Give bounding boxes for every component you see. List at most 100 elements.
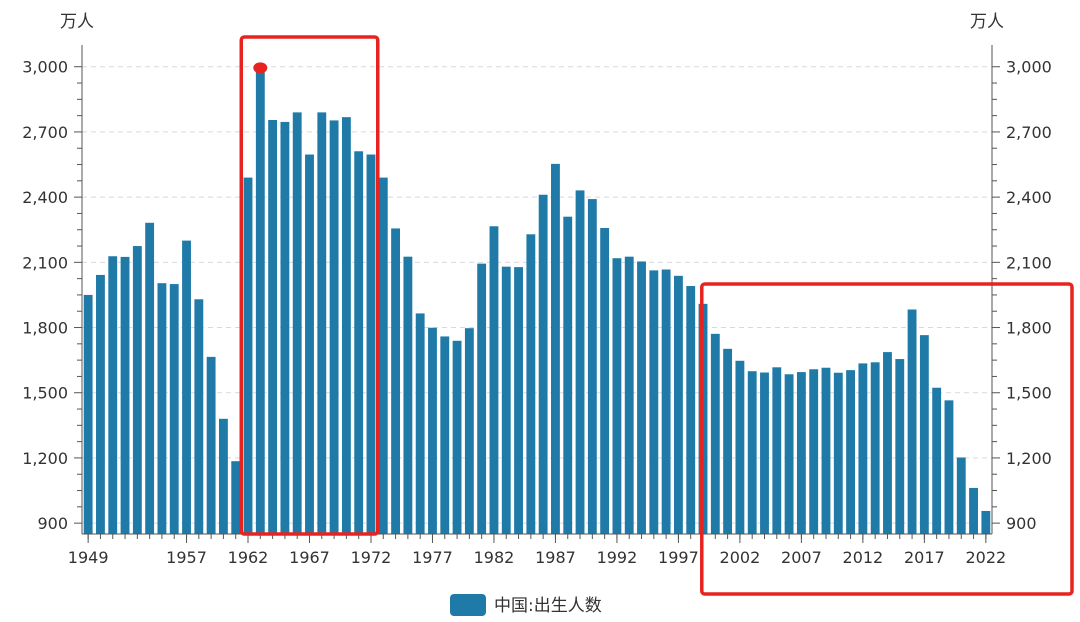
bar-1952[interactable] — [120, 256, 130, 534]
bar-1965[interactable] — [280, 121, 290, 534]
bar-1979[interactable] — [452, 340, 462, 534]
bar-1969[interactable] — [329, 120, 339, 534]
bar-1975[interactable] — [403, 256, 413, 534]
y-tick-label-right: 900 — [1006, 514, 1037, 533]
bar-2022[interactable] — [981, 510, 991, 534]
y-tick-label-right: 2,700 — [1006, 123, 1052, 142]
y-tick-label-left: 1,800 — [22, 319, 68, 338]
bar-1958[interactable] — [194, 299, 204, 534]
bar-1990[interactable] — [587, 199, 597, 534]
bar-1992[interactable] — [612, 258, 622, 534]
bar-1978[interactable] — [440, 336, 450, 534]
bar-1986[interactable] — [538, 194, 548, 534]
bar-1961[interactable] — [231, 461, 241, 534]
bar-1984[interactable] — [514, 267, 523, 534]
legend-label: 中国:出生人数 — [494, 596, 602, 616]
bar-1987[interactable] — [551, 163, 560, 534]
bar-1995[interactable] — [649, 270, 659, 534]
bar-1980[interactable] — [464, 328, 474, 534]
bar-1960[interactable] — [218, 418, 228, 534]
x-tick-label: 1972 — [351, 548, 392, 567]
bar-layer — [83, 67, 991, 535]
y-axis-right-unit: 万人 — [970, 12, 1004, 32]
x-tick-label: 2002 — [720, 548, 761, 567]
bar-2008[interactable] — [809, 369, 819, 534]
bar-2004[interactable] — [760, 372, 769, 534]
bar-1971[interactable] — [354, 151, 364, 534]
bar-2006[interactable] — [784, 374, 794, 534]
bar-2003[interactable] — [747, 371, 757, 534]
bar-2013[interactable] — [870, 362, 880, 534]
bar-1973[interactable] — [378, 177, 388, 534]
annotation-layer — [239, 35, 1074, 596]
bar-1972[interactable] — [366, 154, 376, 534]
bar-2009[interactable] — [821, 367, 831, 534]
x-tick-label: 1967 — [289, 548, 330, 567]
bar-2021[interactable] — [969, 487, 978, 534]
bar-1988[interactable] — [563, 216, 573, 534]
bar-1974[interactable] — [391, 228, 401, 535]
x-tick-label: 1982 — [474, 548, 515, 567]
x-tick-label: 2022 — [965, 548, 1006, 567]
y-tick-label-left: 2,700 — [22, 123, 68, 142]
y-tick-label-left: 3,000 — [22, 58, 68, 77]
bar-2011[interactable] — [846, 370, 856, 534]
bar-2010[interactable] — [833, 372, 843, 534]
bar-1951[interactable] — [108, 256, 118, 534]
bar-1957[interactable] — [182, 240, 191, 534]
bar-2001[interactable] — [723, 348, 733, 534]
bar-1989[interactable] — [575, 190, 585, 534]
bar-1993[interactable] — [624, 256, 634, 534]
axis-layer: 900 900 1,200 1,200 1,500 1,500 1,800 1,800 2,10… — [22, 45, 1052, 567]
bar-1970[interactable] — [341, 117, 351, 534]
bar-1998[interactable] — [686, 286, 696, 534]
bar-2012[interactable] — [858, 363, 868, 534]
bar-1963[interactable] — [255, 67, 265, 534]
bar-2002[interactable] — [735, 360, 745, 534]
x-tick-label: 1962 — [228, 548, 269, 567]
legend-swatch — [450, 594, 486, 616]
y-axis-left-unit: 万人 — [60, 12, 94, 32]
bar-1953[interactable] — [132, 246, 142, 535]
bar-1977[interactable] — [428, 327, 437, 534]
bar-2016[interactable] — [907, 309, 917, 534]
bar-1983[interactable] — [501, 266, 511, 534]
bar-1966[interactable] — [292, 112, 302, 534]
bar-2018[interactable] — [932, 387, 942, 534]
bar-1985[interactable] — [526, 234, 536, 534]
bar-1950[interactable] — [96, 274, 105, 534]
bar-1981[interactable] — [477, 263, 487, 534]
bar-1956[interactable] — [169, 284, 179, 534]
bar-2017[interactable] — [919, 335, 929, 534]
bar-1949[interactable] — [83, 294, 93, 534]
x-tick-label: 1977 — [412, 548, 453, 567]
bar-2015[interactable] — [895, 359, 905, 534]
bar-1964[interactable] — [268, 119, 278, 534]
bar-1996[interactable] — [661, 269, 671, 534]
bar-1962[interactable] — [243, 177, 253, 534]
bar-1967[interactable] — [305, 154, 314, 534]
y-tick-label-left: 2,400 — [22, 188, 68, 207]
bar-2005[interactable] — [772, 367, 782, 534]
bar-2007[interactable] — [796, 372, 806, 534]
bar-1955[interactable] — [157, 283, 167, 534]
bar-1997[interactable] — [673, 275, 683, 534]
legend[interactable]: 中国:出生人数 — [450, 594, 602, 616]
y-tick-label-left: 1,500 — [22, 384, 68, 403]
bar-2019[interactable] — [944, 400, 954, 534]
bar-1991[interactable] — [600, 227, 610, 534]
bar-1982[interactable] — [489, 226, 499, 535]
bar-1994[interactable] — [637, 261, 646, 534]
highlight-box-decline — [700, 282, 1074, 596]
bar-2014[interactable] — [883, 352, 892, 534]
y-tick-label-left: 900 — [37, 514, 68, 533]
y-tick-label-left: 1,200 — [22, 449, 68, 468]
bar-1954[interactable] — [145, 222, 155, 534]
bar-1959[interactable] — [206, 356, 216, 534]
y-tick-label-right: 2,400 — [1006, 188, 1052, 207]
bar-2000[interactable] — [710, 333, 720, 534]
bar-1968[interactable] — [317, 112, 327, 534]
bar-1976[interactable] — [415, 313, 425, 534]
bar-2020[interactable] — [956, 457, 966, 534]
